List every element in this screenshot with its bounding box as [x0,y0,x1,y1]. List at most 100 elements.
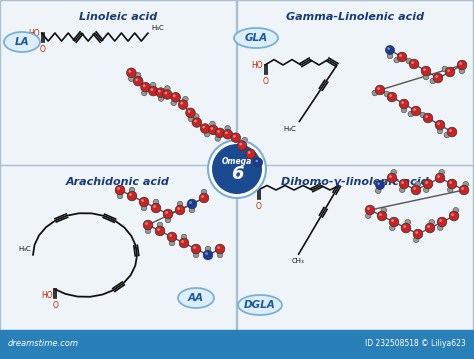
Circle shape [212,144,262,194]
FancyBboxPatch shape [237,165,474,331]
Circle shape [425,223,435,233]
Circle shape [433,73,443,83]
Circle shape [210,121,215,127]
Circle shape [423,68,426,71]
Circle shape [129,187,135,193]
Circle shape [375,85,385,95]
Text: H₃C: H₃C [151,25,164,31]
Circle shape [415,181,420,187]
Circle shape [421,66,431,76]
Circle shape [459,68,465,74]
Text: Omega: Omega [222,157,252,165]
Circle shape [129,193,132,196]
Circle shape [399,54,402,57]
Circle shape [205,252,208,255]
Circle shape [246,149,255,159]
Text: Dihomo-γ-linolenic acid: Dihomo-γ-linolenic acid [281,177,429,187]
Circle shape [163,90,172,99]
Circle shape [437,122,440,125]
Circle shape [150,82,156,88]
Circle shape [203,250,213,260]
Circle shape [411,185,421,195]
Circle shape [148,86,158,96]
Circle shape [413,229,423,239]
Circle shape [199,193,209,203]
FancyBboxPatch shape [0,165,237,331]
Text: HO: HO [28,28,40,37]
Circle shape [210,127,213,130]
Circle shape [209,125,218,135]
Circle shape [171,100,176,106]
Circle shape [145,222,148,225]
Circle shape [192,118,201,127]
Circle shape [438,225,443,230]
Circle shape [153,205,156,208]
Circle shape [445,67,455,77]
Circle shape [143,220,153,230]
Circle shape [397,52,407,62]
Circle shape [461,187,464,190]
Circle shape [447,179,457,189]
Circle shape [191,244,201,254]
Circle shape [188,116,194,122]
Text: O: O [53,301,58,310]
Circle shape [165,211,168,214]
Circle shape [171,93,181,102]
Circle shape [377,211,387,221]
Circle shape [381,208,387,213]
Circle shape [117,193,123,199]
Circle shape [127,191,137,201]
Circle shape [437,175,440,178]
Circle shape [239,143,242,145]
Circle shape [175,205,185,215]
Text: dreamstime.com: dreamstime.com [8,340,79,349]
Circle shape [449,211,459,221]
Circle shape [237,141,247,150]
Circle shape [208,140,266,198]
Circle shape [391,169,397,175]
Ellipse shape [234,28,278,48]
Circle shape [439,219,442,222]
Circle shape [223,130,233,139]
Circle shape [365,213,371,219]
Text: 6: 6 [231,165,243,183]
Circle shape [401,107,407,113]
Circle shape [389,175,392,178]
Text: AA: AA [188,293,204,303]
Circle shape [365,205,375,215]
Text: HO: HO [41,291,53,300]
Circle shape [115,185,125,195]
Circle shape [204,131,210,137]
Circle shape [399,179,409,189]
Circle shape [451,213,454,216]
Text: LA: LA [15,37,29,47]
FancyBboxPatch shape [0,0,237,167]
Circle shape [169,234,172,237]
Circle shape [167,232,177,242]
Circle shape [385,46,394,55]
Circle shape [375,181,384,190]
Circle shape [389,217,399,227]
Circle shape [254,158,263,167]
Circle shape [248,151,251,154]
Circle shape [389,94,392,97]
Circle shape [181,240,184,243]
Circle shape [399,99,409,109]
Circle shape [403,225,406,228]
Circle shape [242,137,247,143]
Circle shape [141,205,147,211]
Circle shape [225,126,230,131]
Circle shape [379,213,382,216]
Circle shape [390,225,395,230]
Circle shape [173,94,175,97]
Bar [0,330,474,359]
Circle shape [387,53,393,59]
Text: Arachidonic acid: Arachidonic acid [66,177,170,187]
Circle shape [187,199,197,209]
Circle shape [442,66,447,72]
Circle shape [136,78,138,81]
Circle shape [413,108,416,111]
Circle shape [215,128,225,137]
Circle shape [413,187,416,190]
Circle shape [400,187,405,192]
